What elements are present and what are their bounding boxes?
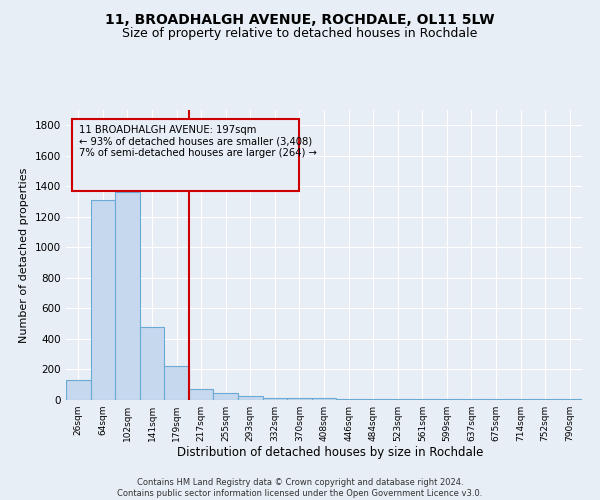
- Bar: [66, 380, 91, 400]
- Bar: [287, 398, 312, 400]
- Bar: [214, 393, 238, 400]
- Text: 11, BROADHALGH AVENUE, ROCHDALE, OL11 5LW: 11, BROADHALGH AVENUE, ROCHDALE, OL11 5L…: [105, 12, 495, 26]
- Bar: [557, 399, 582, 400]
- Bar: [91, 200, 115, 400]
- Text: 11 BROADHALGH AVENUE: 197sqm
← 93% of detached houses are smaller (3,408)
7% of : 11 BROADHALGH AVENUE: 197sqm ← 93% of de…: [79, 124, 317, 158]
- Bar: [459, 399, 484, 400]
- Bar: [238, 396, 263, 400]
- Text: Contains HM Land Registry data © Crown copyright and database right 2024.
Contai: Contains HM Land Registry data © Crown c…: [118, 478, 482, 498]
- Text: Distribution of detached houses by size in Rochdale: Distribution of detached houses by size …: [177, 446, 483, 459]
- Bar: [508, 399, 533, 400]
- Bar: [164, 366, 189, 400]
- Bar: [115, 192, 140, 400]
- Bar: [484, 399, 508, 400]
- Bar: [312, 398, 336, 400]
- Text: Size of property relative to detached houses in Rochdale: Size of property relative to detached ho…: [122, 28, 478, 40]
- Bar: [410, 399, 434, 400]
- Bar: [189, 388, 214, 400]
- Y-axis label: Number of detached properties: Number of detached properties: [19, 168, 29, 342]
- Bar: [533, 399, 557, 400]
- Bar: [434, 399, 459, 400]
- Bar: [263, 398, 287, 400]
- Bar: [140, 326, 164, 400]
- Bar: [361, 399, 385, 400]
- Bar: [385, 399, 410, 400]
- Bar: [336, 399, 361, 400]
